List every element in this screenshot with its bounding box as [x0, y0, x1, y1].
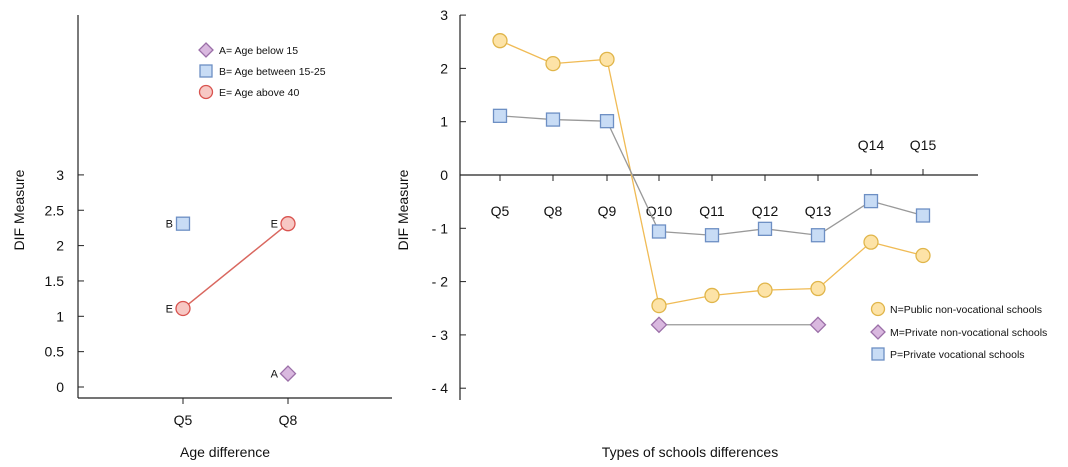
legend-marker	[198, 42, 214, 58]
point-label: E	[271, 219, 278, 231]
x-tick-label: Q13	[805, 203, 832, 219]
y-tick-label: 2	[440, 60, 448, 76]
point-label: B	[166, 219, 173, 231]
legend-label: P=Private vocational schools	[890, 349, 1025, 361]
data-point	[492, 108, 508, 123]
data-point	[810, 280, 826, 297]
x-axis-title: Types of schools differences	[602, 444, 778, 460]
y-tick-label: 3	[56, 167, 64, 183]
y-tick-label: 1	[440, 114, 448, 130]
x-tick-label: Q5	[174, 412, 193, 428]
y-tick-label: 1	[56, 308, 64, 324]
y-tick-label: 0	[440, 167, 448, 183]
data-point	[757, 221, 773, 236]
y-tick-label: 3	[440, 7, 448, 23]
legend-label: B= Age between 15-25	[219, 66, 326, 78]
data-point	[545, 55, 561, 72]
y-tick-label: 1.5	[45, 273, 65, 289]
series-line	[499, 40, 924, 307]
age-difference-chart: 0 0.5 1 1.5 2 2.5 3 Q5 Q8 Age difference DIF Measu…	[11, 15, 392, 460]
x-tick-label: Q10	[646, 203, 673, 219]
data-point	[175, 216, 191, 231]
data-point	[863, 193, 879, 209]
y-axis-title: DIF Measure	[395, 169, 411, 250]
legend-marker	[870, 301, 886, 317]
y-tick-label: - 3	[432, 327, 449, 343]
point-label: A	[271, 369, 279, 381]
point-label: E	[166, 304, 173, 316]
data-point	[545, 112, 561, 127]
data-point	[650, 316, 668, 334]
school-types-chart: 3 2 1 0 - 1 - 2 - 3 - 4 Q5 Q8 Q9 Q10 Q11 Q12 Q13 Q14 Q15…	[395, 7, 1047, 460]
data-point	[651, 224, 667, 239]
x-tick-label: Q11	[699, 203, 725, 219]
legend-marker	[870, 324, 886, 340]
y-tick-label: 0.5	[45, 344, 65, 360]
data-point	[810, 228, 826, 243]
data-point	[279, 365, 297, 382]
data-point	[704, 228, 720, 243]
y-tick-label: 0	[56, 379, 64, 395]
x-tick-label: Q5	[491, 203, 510, 219]
data-point	[651, 297, 667, 314]
x-axis-title: Age difference	[180, 444, 270, 460]
data-point	[915, 208, 931, 223]
legend-label: M=Private non-vocational schools	[890, 327, 1047, 339]
legend-label: A= Age below 15	[219, 45, 298, 57]
data-point	[280, 216, 296, 232]
x-tick-label: Q8	[279, 412, 298, 428]
data-point	[599, 51, 615, 67]
data-point	[599, 114, 615, 129]
x-tick-label: Q8	[544, 203, 563, 219]
x-tick-label: Q9	[598, 203, 617, 219]
legend-marker	[198, 84, 214, 100]
legend-marker	[871, 347, 885, 361]
data-point	[915, 247, 931, 264]
data-point	[704, 287, 720, 304]
x-tick-label: Q14	[858, 137, 885, 153]
x-tick-label: Q12	[752, 203, 779, 219]
y-tick-label: 2.5	[45, 202, 65, 218]
legend-label: E= Age above 40	[219, 87, 299, 99]
data-point	[863, 234, 879, 250]
y-tick-label: - 4	[432, 380, 449, 396]
legend-marker	[199, 64, 213, 78]
data-point	[757, 282, 773, 298]
series-line	[182, 223, 289, 310]
y-tick-label: 2	[56, 238, 64, 254]
data-point	[809, 316, 827, 334]
legend-label: N=Public non-vocational schools	[890, 304, 1042, 316]
y-axis-title: DIF Measure	[11, 169, 27, 250]
x-tick-label: Q15	[910, 137, 937, 153]
data-point	[492, 33, 508, 49]
y-tick-label: - 2	[432, 274, 449, 290]
y-tick-label: - 1	[432, 220, 449, 236]
data-point	[175, 300, 191, 317]
